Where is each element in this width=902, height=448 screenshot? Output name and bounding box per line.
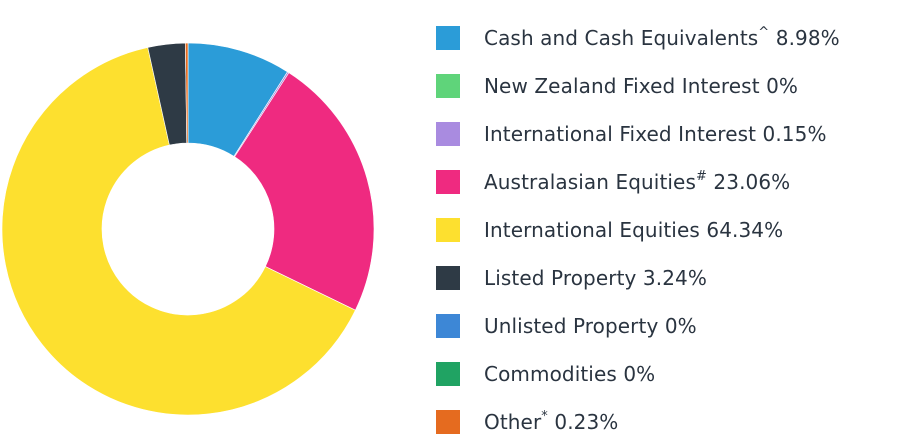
- legend-value: 0%: [658, 314, 697, 338]
- legend-swatch: [436, 362, 460, 386]
- legend-value: 3.24%: [636, 266, 707, 290]
- legend-label: Listed Property 3.24%: [484, 266, 707, 290]
- legend-item-australasian-equities: Australasian Equities# 23.06%: [436, 169, 790, 195]
- legend-footnote-mark: ^: [758, 25, 770, 41]
- legend-series-name: Other: [484, 410, 542, 434]
- legend-value: 0%: [616, 362, 656, 386]
- legend-series-name: International Fixed Interest: [484, 122, 757, 146]
- legend-label: International Equities 64.34%: [484, 218, 783, 242]
- legend-value: 64.34%: [699, 218, 784, 242]
- legend-swatch: [436, 74, 460, 98]
- legend-label: Commodities 0%: [484, 362, 655, 386]
- legend-value: 23.06%: [706, 170, 791, 194]
- legend-swatch: [436, 410, 460, 434]
- legend-value: 0.23%: [547, 410, 619, 434]
- legend-label: Other* 0.23%: [484, 410, 618, 434]
- legend-swatch: [436, 314, 460, 338]
- legend-item-commodities: Commodities 0%: [436, 361, 655, 387]
- legend-series-name: Listed Property: [484, 266, 637, 290]
- legend-footnote-mark: #: [695, 169, 707, 185]
- legend-label: New Zealand Fixed Interest 0%: [484, 74, 798, 98]
- legend-item-new-zealand-fixed-interest: New Zealand Fixed Interest 0%: [436, 73, 798, 99]
- pie-slice-australasian-equities: [234, 72, 375, 311]
- donut-chart: [1, 42, 375, 416]
- legend-item-listed-property: Listed Property 3.24%: [436, 265, 707, 291]
- legend-series-name: Australasian Equities: [484, 170, 696, 194]
- legend-footnote-mark: *: [541, 409, 548, 425]
- legend-item-international-equities: International Equities 64.34%: [436, 217, 783, 243]
- legend-swatch: [436, 26, 460, 50]
- legend-item-cash-and-cash-equivalents: Cash and Cash Equivalents^ 8.98%: [436, 25, 840, 51]
- legend-label: Unlisted Property 0%: [484, 314, 697, 338]
- legend-series-name: Cash and Cash Equivalents: [484, 26, 759, 50]
- legend-item-other: Other* 0.23%: [436, 409, 618, 435]
- legend-swatch: [436, 266, 460, 290]
- legend-series-name: Unlisted Property: [484, 314, 659, 338]
- legend-label: Cash and Cash Equivalents^ 8.98%: [484, 26, 840, 50]
- pie-slice-international-equities: [1, 47, 356, 416]
- legend-item-international-fixed-interest: International Fixed Interest 0.15%: [436, 121, 827, 147]
- legend-swatch: [436, 170, 460, 194]
- legend-label: Australasian Equities# 23.06%: [484, 170, 790, 194]
- legend-value: 8.98%: [769, 26, 840, 50]
- legend-series-name: International Equities: [484, 218, 700, 242]
- legend-series-name: Commodities: [484, 362, 617, 386]
- legend-swatch: [436, 122, 460, 146]
- legend-item-unlisted-property: Unlisted Property 0%: [436, 313, 697, 339]
- legend-value: 0%: [759, 74, 799, 98]
- legend-swatch: [436, 218, 460, 242]
- legend-value: 0.15%: [756, 122, 827, 146]
- pie-slice-other: [185, 42, 189, 144]
- legend-label: International Fixed Interest 0.15%: [484, 122, 827, 146]
- legend-series-name: New Zealand Fixed Interest: [484, 74, 760, 98]
